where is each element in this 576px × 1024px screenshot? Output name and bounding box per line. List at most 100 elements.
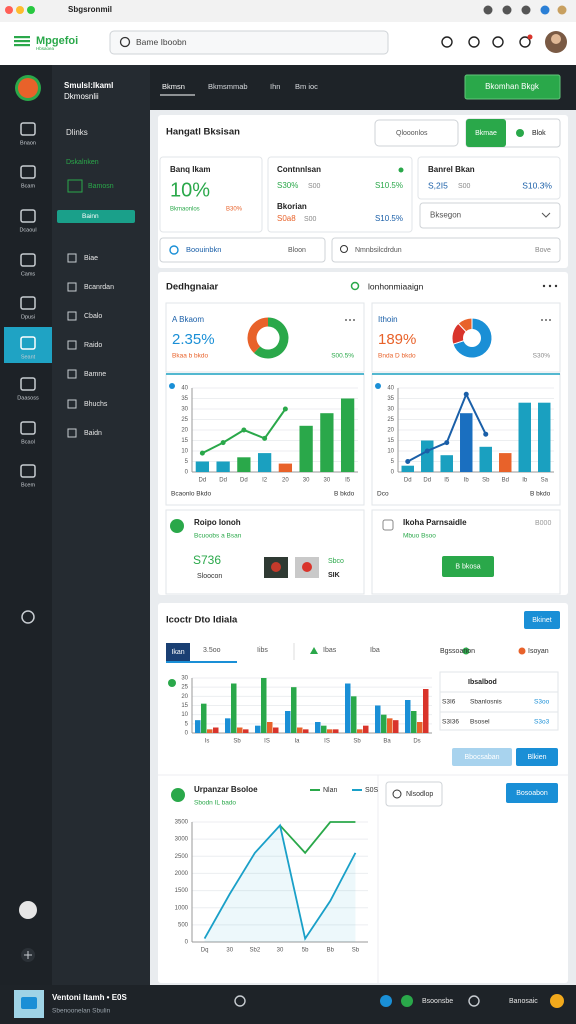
report-button[interactable] <box>524 611 560 629</box>
top-tab[interactable]: Bkmsmmab <box>208 82 248 91</box>
report-tab: Ikan <box>171 649 184 656</box>
filter-box[interactable] <box>385 781 443 807</box>
chart-badge <box>169 383 175 389</box>
top-tab[interactable]: Bkmsn <box>162 82 185 91</box>
rail-icon[interactable] <box>20 464 36 478</box>
header-icon[interactable] <box>468 36 480 48</box>
bar <box>405 700 411 733</box>
thumb-art <box>271 562 281 572</box>
label: Dco <box>377 491 389 498</box>
browser-icon[interactable] <box>540 5 550 15</box>
table-cell: S3I6 <box>442 699 456 706</box>
nav-item[interactable]: Bcanrdan <box>84 284 114 291</box>
bar <box>255 725 261 733</box>
bar <box>393 720 399 733</box>
nav-item[interactable]: Cbalo <box>84 313 102 320</box>
rail-icon[interactable] <box>20 122 36 136</box>
notification-dot <box>527 34 533 40</box>
table-cell: S3I36 <box>442 719 459 726</box>
settings-icon[interactable] <box>21 610 35 624</box>
y-tick-label: 40 <box>387 386 394 392</box>
browser-icon[interactable] <box>557 5 567 15</box>
nav-item[interactable]: Bhuchs <box>84 401 108 408</box>
y-tick-label: 5 <box>185 721 189 727</box>
report-tab[interactable]: 3.5oo <box>203 647 221 654</box>
report-tab[interactable]: Iibs <box>257 647 268 654</box>
report-tab[interactable]: Iba <box>370 647 380 654</box>
more-dot[interactable] <box>554 284 558 288</box>
bar <box>278 463 293 472</box>
footer-avatar[interactable] <box>550 994 564 1008</box>
nav-active[interactable] <box>57 210 135 223</box>
rail-user[interactable] <box>19 901 37 919</box>
rail-label: Dcaoul <box>19 227 36 233</box>
thumb-art <box>302 562 312 572</box>
rail-icon[interactable] <box>20 336 36 350</box>
promo-button-label: B bkosa <box>455 563 480 570</box>
label: Bnda D bkdo <box>378 353 416 360</box>
more-dot[interactable] <box>548 284 552 288</box>
bar <box>421 440 434 472</box>
y-tick-label: 30 <box>387 407 394 413</box>
search-box[interactable] <box>109 30 389 55</box>
promo-icon <box>382 519 394 531</box>
bar <box>518 402 531 472</box>
report-button[interactable] <box>516 748 558 766</box>
toggle-label[interactable]: Blok <box>532 130 546 137</box>
promo-panel <box>371 509 561 595</box>
browser-icon[interactable] <box>521 5 531 15</box>
rail-icon[interactable] <box>20 421 36 435</box>
label: S30% <box>533 353 551 360</box>
window-control[interactable] <box>5 6 13 14</box>
label: Ithoin <box>378 315 398 324</box>
y-tick-label: 3500 <box>175 820 189 826</box>
nav-item[interactable]: Bamne <box>84 371 106 378</box>
tab-active[interactable] <box>166 643 190 661</box>
footer-chat[interactable] <box>234 995 246 1007</box>
bar <box>320 413 334 472</box>
filter-box[interactable] <box>374 119 459 147</box>
side-button[interactable] <box>506 783 558 803</box>
window-control[interactable] <box>27 6 35 14</box>
links-box[interactable] <box>159 237 326 263</box>
y-tick-label: 0 <box>185 470 189 476</box>
promo-button[interactable] <box>442 556 494 577</box>
nav-item[interactable]: Biae <box>84 255 98 262</box>
search-box[interactable] <box>331 237 561 263</box>
nav-item[interactable]: Baidn <box>84 430 102 437</box>
table-header: Ibsalbod <box>468 679 497 686</box>
y-tick-label: 35 <box>387 396 394 402</box>
select-box[interactable] <box>419 202 561 229</box>
rail-icon[interactable] <box>20 296 36 310</box>
label: Bove <box>535 247 551 254</box>
browser-icon[interactable] <box>502 5 512 15</box>
rail-icon[interactable] <box>20 253 36 267</box>
more-dot[interactable] <box>542 284 546 288</box>
filter-icon <box>392 789 402 799</box>
rail-icon[interactable] <box>20 165 36 179</box>
top-tab[interactable]: Ihn <box>270 82 280 91</box>
window-control[interactable] <box>16 6 24 14</box>
rail-icon[interactable] <box>20 209 36 223</box>
top-tab[interactable]: Bm ioc <box>295 82 318 91</box>
toggle-on[interactable] <box>466 119 506 147</box>
primary-button[interactable] <box>464 74 561 100</box>
label: Mbuo Bsoo <box>403 533 436 540</box>
browser-icon[interactable] <box>483 5 493 15</box>
footer-status-icon <box>401 995 413 1007</box>
label: S10.5% <box>375 181 403 190</box>
rail-icon[interactable] <box>20 377 36 391</box>
header-icon[interactable] <box>519 36 531 48</box>
nav-item[interactable]: Bamosn <box>88 183 114 190</box>
label: Ventoni Itamh • E0S <box>52 993 127 1002</box>
header-icon[interactable] <box>492 36 504 48</box>
secondary-button[interactable] <box>452 748 512 766</box>
report-tab[interactable]: Ibas <box>323 647 337 654</box>
bar <box>257 453 272 472</box>
nav-item[interactable]: Raido <box>84 342 102 349</box>
header-icon[interactable] <box>441 36 453 48</box>
nav-icon <box>67 311 77 321</box>
x-tick-label: IS <box>264 739 270 745</box>
y-tick-label: 10 <box>181 449 188 455</box>
footer-icon[interactable] <box>468 995 480 1007</box>
